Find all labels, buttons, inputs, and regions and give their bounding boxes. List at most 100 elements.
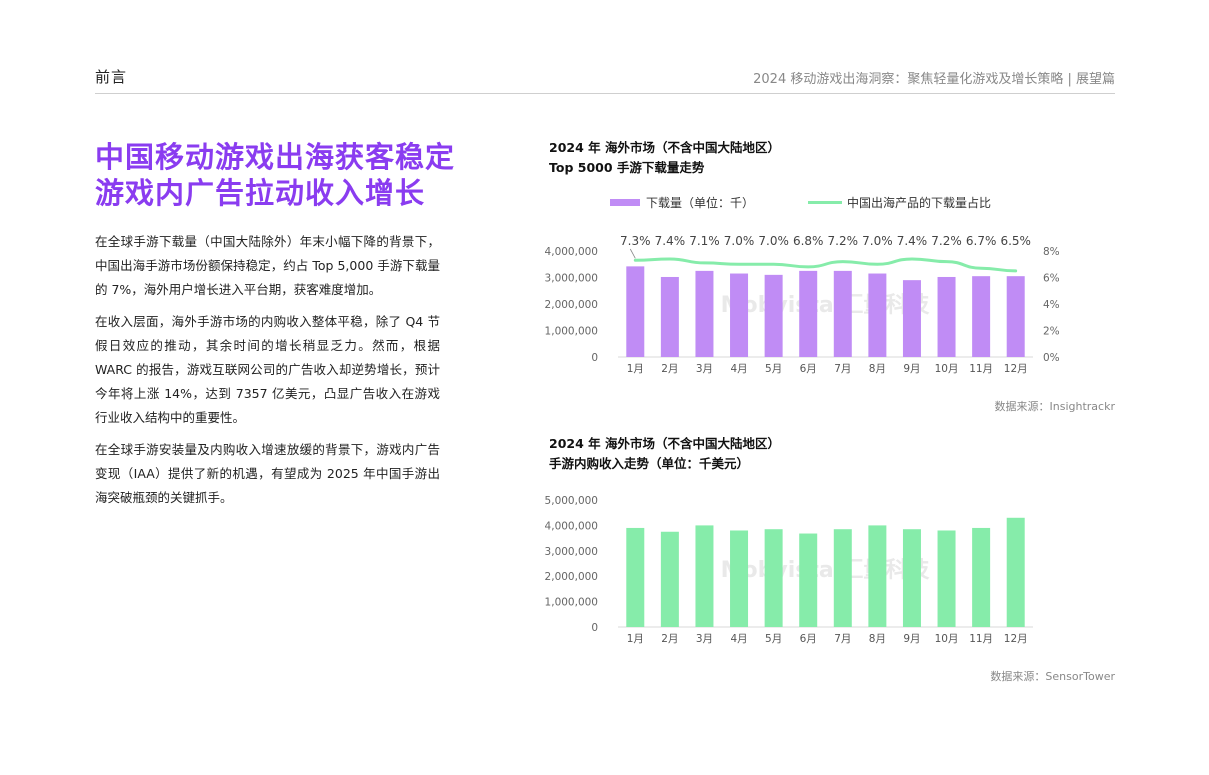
x-tick-label: 6月 [800,363,817,375]
y-tick-label: 3,000,000 [545,546,598,558]
x-tick-label: 12月 [1004,633,1028,645]
y-tick-label: 1,000,000 [545,597,598,609]
watermark-text: Mobvista 汇量科技 [721,293,931,318]
x-tick-label: 9月 [903,363,920,375]
section-label: 前言 [95,68,128,86]
y-left-tick-label: 3,000,000 [545,273,598,285]
y-tick-label: 5,000,000 [545,495,598,507]
bar-iap-revenue [1006,517,1025,627]
data-label-share: 7.0% [724,234,755,248]
x-tick-label: 6月 [800,633,817,645]
data-label-share: 6.7% [966,234,997,248]
bar-iap-revenue [833,529,852,627]
bar-iap-revenue [730,530,749,627]
x-tick-label: 1月 [627,363,644,375]
y-tick-label: 4,000,000 [545,520,598,532]
x-tick-label: 7月 [834,633,851,645]
watermark-text: Mobvista 汇量科技 [721,558,931,583]
body-text: 在全球手游下载量（中国大陆除外）年末小幅下降的背景下，中国出海手游市场份额保持稳… [95,230,440,518]
x-tick-label: 11月 [969,363,993,375]
x-tick-label: 11月 [969,633,993,645]
chart1-title: 2024 年 海外市场（不含中国大陆地区） Top 5000 手游下载量走势 [549,138,780,178]
bar-iap-revenue [937,530,956,627]
x-tick-label: 4月 [730,633,747,645]
bar-iap-revenue [868,525,887,627]
chart2-title-line-1: 2024 年 海外市场（不含中国大陆地区） [549,436,780,451]
header-divider [95,93,1115,94]
bar-downloads [626,266,645,357]
y-tick-label: 2,000,000 [545,571,598,583]
data-label-share: 7.0% [862,234,893,248]
bar-downloads [972,276,991,357]
chart2-source: 数据来源：SensorTower [990,670,1115,683]
bar-downloads [1006,276,1025,357]
x-tick-label: 4月 [730,363,747,375]
bar-iap-revenue [695,525,714,627]
bar-downloads [730,273,749,357]
headline: 中国移动游戏出海获客稳定 游戏内广告拉动收入增长 [95,139,515,211]
x-tick-label: 12月 [1004,363,1028,375]
data-label-share: 6.5% [1000,234,1031,248]
x-tick-label: 8月 [869,363,886,375]
iap-revenue-chart: 0 1,000,000 2,000,000 3,000,000 4,000,000 5,0… [545,495,1033,645]
bar-iap-revenue [626,527,645,627]
legend-label-share: 中国出海产品的下载量占比 [847,195,991,210]
bar-downloads [902,280,921,357]
y-left-tick-label: 1,000,000 [545,326,598,338]
y-left-tick-label: 2,000,000 [545,299,598,311]
x-tick-label: 2月 [661,633,678,645]
bar-iap-revenue [764,529,783,627]
y-right-tick-label: 4% [1043,299,1060,311]
headline-line-1: 中国移动游戏出海获客稳定 [95,140,456,174]
data-label-share: 7.3% [620,234,651,248]
y-left-tick-label: 4,000,000 [545,246,598,258]
bar-iap-revenue [799,533,818,627]
y-right-tick-label: 8% [1043,246,1060,258]
data-label-share: 7.0% [758,234,789,248]
bar-downloads [799,270,818,357]
data-label-share: 7.4% [655,234,686,248]
bar-iap-revenue [972,527,991,627]
data-label-share: 6.8% [793,234,824,248]
document-title: 2024 移动游戏出海洞察：聚焦轻量化游戏及增长策略 | 展望篇 [753,72,1115,87]
bar-iap-revenue [902,529,921,627]
x-tick-label: 10月 [935,363,959,375]
x-tick-label: 9月 [903,633,920,645]
x-tick-label: 7月 [834,363,851,375]
y-right-tick-label: 0% [1043,352,1060,364]
headline-line-2: 游戏内广告拉动收入增长 [95,176,426,210]
legend-swatch-downloads [610,199,640,206]
x-tick-label: 2月 [661,363,678,375]
bar-downloads [937,276,956,357]
bar-downloads [868,273,887,357]
x-tick-label: 10月 [935,633,959,645]
data-label-share: 7.1% [689,234,720,248]
chart2-title-line-2: 手游内购收入走势（单位：千美元） [549,456,750,471]
chart1-title-line-1: 2024 年 海外市场（不含中国大陆地区） [549,140,780,155]
paragraph-3: 在全球手游安装量及内购收入增速放缓的背景下，游戏内广告变现（IAA）提供了新的机… [95,442,440,505]
bar-downloads [660,276,679,357]
paragraph-2: 在收入层面，海外手游市场的内购收入整体平稳，除了 Q4 节假日效应的推动，其余时… [95,314,440,425]
y-right-tick-label: 6% [1043,273,1060,285]
data-label-share: 7.4% [897,234,928,248]
data-label-share: 7.2% [828,234,859,248]
y-right-tick-label: 2% [1043,326,1060,338]
bar-iap-revenue [660,531,679,627]
chart1-title-line-2: Top 5000 手游下载量走势 [549,160,705,175]
data-label-leader [629,248,636,259]
paragraph-1: 在全球手游下载量（中国大陆除外）年末小幅下降的背景下，中国出海手游市场份额保持稳… [95,234,440,297]
bar-downloads [764,274,783,357]
legend-label-downloads: 下载量（单位：千） [646,195,754,210]
bar-downloads [833,270,852,357]
bar-downloads [695,270,714,357]
x-tick-label: 5月 [765,363,782,375]
x-tick-label: 3月 [696,633,713,645]
x-tick-label: 8月 [869,633,886,645]
x-tick-label: 1月 [627,633,644,645]
chart1-source: 数据来源：Insightrackr [994,400,1115,413]
data-label-share: 7.2% [931,234,962,248]
y-left-tick-label: 0 [591,352,598,364]
x-tick-label: 5月 [765,633,782,645]
x-tick-label: 3月 [696,363,713,375]
y-tick-label: 0 [591,622,598,634]
